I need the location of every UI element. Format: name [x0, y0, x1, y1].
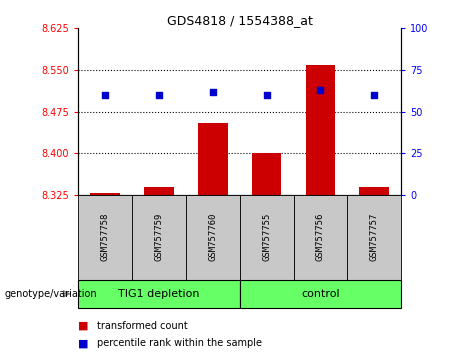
- Bar: [240, 280, 401, 308]
- Bar: [198, 122, 228, 195]
- Bar: [347, 195, 401, 280]
- Text: GSM757758: GSM757758: [101, 213, 110, 261]
- Bar: [90, 193, 120, 195]
- Bar: [360, 188, 389, 195]
- Bar: [240, 195, 294, 280]
- Text: ■: ■: [78, 321, 89, 331]
- Text: GSM757755: GSM757755: [262, 213, 271, 261]
- Text: transformed count: transformed count: [97, 321, 188, 331]
- Text: GSM757757: GSM757757: [370, 213, 378, 261]
- Point: [155, 92, 163, 98]
- Point: [209, 89, 217, 95]
- Title: GDS4818 / 1554388_at: GDS4818 / 1554388_at: [167, 14, 313, 27]
- Bar: [78, 280, 240, 308]
- Bar: [294, 195, 347, 280]
- Point: [263, 92, 270, 98]
- Bar: [252, 153, 281, 195]
- Text: ■: ■: [78, 338, 89, 348]
- Bar: [306, 65, 335, 195]
- Text: TIG1 depletion: TIG1 depletion: [118, 289, 200, 299]
- Bar: [144, 188, 174, 195]
- Text: percentile rank within the sample: percentile rank within the sample: [97, 338, 262, 348]
- Bar: [186, 195, 240, 280]
- Point: [101, 92, 109, 98]
- Text: genotype/variation: genotype/variation: [5, 289, 97, 299]
- Bar: [132, 195, 186, 280]
- Point: [371, 92, 378, 98]
- Text: GSM757760: GSM757760: [208, 213, 217, 261]
- Bar: [78, 195, 132, 280]
- Text: control: control: [301, 289, 340, 299]
- Point: [317, 87, 324, 93]
- Text: GSM757759: GSM757759: [154, 213, 164, 261]
- Text: GSM757756: GSM757756: [316, 213, 325, 261]
